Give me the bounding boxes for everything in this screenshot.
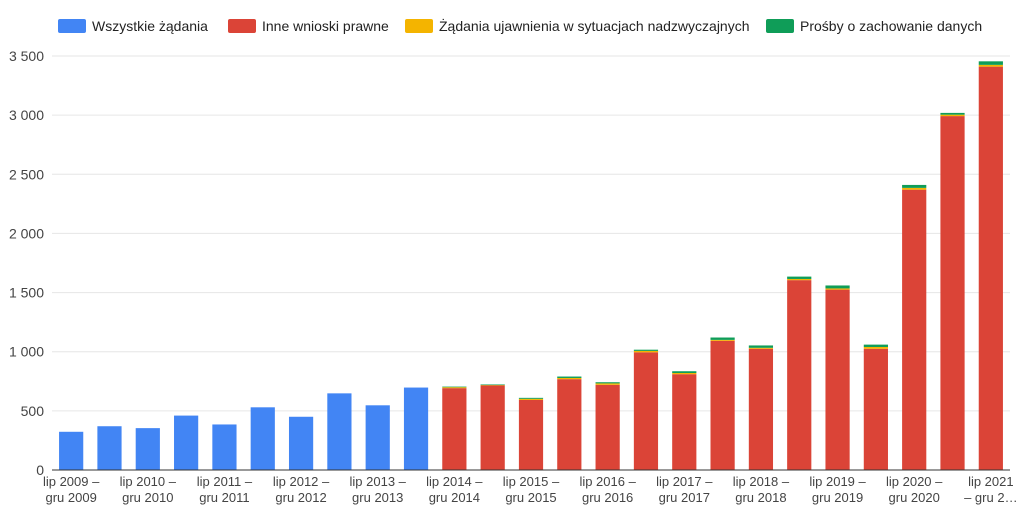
legend-item-other-legal[interactable]: Inne wnioski prawne	[228, 18, 389, 34]
bar-segment-4-18[interactable]	[748, 345, 774, 348]
legend-swatch-preservation	[766, 19, 794, 33]
bar-segment-2-22[interactable]	[902, 189, 927, 470]
bar-segment-2-17[interactable]	[710, 340, 735, 470]
y-tick-label: 2 500	[9, 166, 44, 182]
bar-segment-2-16[interactable]	[672, 374, 697, 470]
bar-segment-1-6[interactable]	[288, 416, 314, 470]
bar-segment-3-18[interactable]	[748, 347, 774, 349]
bar-segment-1-0[interactable]	[59, 431, 84, 470]
legend-label-preservation: Prośby o zachowanie danych	[800, 18, 983, 34]
x-tick-label: lip 2014 – gru 2014	[426, 474, 483, 505]
bar-segment-2-10[interactable]	[442, 388, 467, 470]
bar-segment-4-24[interactable]	[978, 61, 1003, 65]
bar-segment-3-10[interactable]	[442, 387, 467, 389]
legend-swatch-all-requests	[58, 19, 86, 33]
y-tick-label: 1 500	[9, 285, 44, 301]
bar-segment-4-11[interactable]	[480, 384, 505, 386]
x-axis-ticks: lip 2009 – gru 2009 lip 2010 – gru 2010 lip …	[43, 474, 1018, 505]
bar-segment-3-13[interactable]	[557, 377, 582, 380]
bar-segment-4-13[interactable]	[557, 376, 582, 378]
bars	[59, 61, 1003, 471]
bar-segment-4-12[interactable]	[518, 397, 544, 399]
x-tick-label: lip 2009 – gru 2009	[43, 474, 100, 505]
legend-label-emergency: Żądania ujawnienia w sytuacjach nadzwycz…	[439, 18, 750, 34]
bar-segment-1-4[interactable]	[212, 424, 237, 470]
legend-swatch-emergency	[405, 19, 433, 33]
bar-segment-4-10[interactable]	[442, 386, 467, 388]
legend-swatch-other-legal	[228, 19, 256, 33]
bar-segment-2-24[interactable]	[978, 66, 1003, 471]
bar-segment-3-11[interactable]	[480, 384, 505, 386]
y-axis-ticks: 0 500 1 000 1 500 2 000 2 500 3 000 3 500	[9, 48, 44, 478]
bar-segment-1-5[interactable]	[250, 407, 275, 470]
x-tick-label: lip 2020 – gru 2020	[886, 474, 943, 505]
bar-segment-2-14[interactable]	[595, 384, 620, 470]
bar-segment-4-23[interactable]	[940, 112, 965, 115]
bar-segment-3-20[interactable]	[825, 288, 850, 290]
bar-segment-2-19[interactable]	[787, 280, 812, 470]
bar-segment-2-11[interactable]	[480, 385, 505, 470]
legend-item-all-requests[interactable]: Wszystkie żądania	[58, 18, 208, 34]
bar-segment-4-14[interactable]	[595, 382, 620, 384]
bar-segment-3-15[interactable]	[633, 350, 659, 353]
bar-segment-4-21[interactable]	[863, 344, 888, 347]
bar-segment-2-21[interactable]	[863, 348, 888, 470]
y-tick-label: 3 000	[9, 107, 44, 123]
x-tick-label: lip 2017 – gru 2017	[656, 474, 713, 505]
bar-segment-1-3[interactable]	[174, 415, 199, 470]
bar-segment-3-12[interactable]	[518, 398, 544, 400]
bar-segment-1-2[interactable]	[135, 428, 160, 470]
bar-segment-1-7[interactable]	[327, 393, 352, 470]
x-tick-label: lip 2012 – gru 2012	[273, 474, 330, 505]
y-tick-label: 2 000	[9, 225, 44, 241]
x-tick-label: lip 2013 – gru 2013	[350, 474, 407, 505]
x-tick-label: lip 2015 – gru 2015	[503, 474, 560, 505]
bar-segment-3-19[interactable]	[787, 278, 812, 281]
bar-segment-4-22[interactable]	[902, 184, 927, 188]
bar-segment-3-21[interactable]	[863, 346, 888, 349]
legend-item-emergency[interactable]: Żądania ujawnienia w sytuacjach nadzwycz…	[405, 18, 750, 34]
bar-segment-4-19[interactable]	[787, 276, 812, 279]
x-tick-label: lip 2010 – gru 2010	[120, 474, 177, 505]
y-tick-label: 0	[36, 462, 44, 478]
bar-segment-3-16[interactable]	[672, 373, 697, 375]
legend-item-preservation[interactable]: Prośby o zachowanie danych	[766, 18, 982, 34]
y-tick-label: 3 500	[9, 48, 44, 64]
x-tick-label: lip 2016 – gru 2016	[579, 474, 636, 505]
x-tick-label: lip 2019 – gru 2019	[809, 474, 866, 505]
x-tick-label: lip 2018 – gru 2018	[733, 474, 790, 505]
bar-segment-1-8[interactable]	[365, 405, 390, 470]
legend-label-other-legal: Inne wnioski prawne	[262, 18, 389, 34]
bar-segment-2-15[interactable]	[633, 352, 659, 470]
bar-segment-3-24[interactable]	[978, 64, 1003, 67]
bar-segment-2-23[interactable]	[940, 116, 965, 470]
bar-segment-3-23[interactable]	[940, 114, 965, 117]
y-tick-label: 1 000	[9, 344, 44, 360]
bar-segment-1-1[interactable]	[97, 426, 122, 470]
bar-segment-2-20[interactable]	[825, 289, 850, 470]
bar-segment-4-15[interactable]	[633, 349, 659, 351]
bar-segment-3-14[interactable]	[595, 383, 620, 385]
bar-segment-4-20[interactable]	[825, 285, 850, 289]
bar-segment-2-13[interactable]	[557, 379, 582, 470]
y-tick-label: 500	[21, 403, 45, 419]
bar-segment-1-9[interactable]	[403, 387, 429, 470]
x-tick-label: lip 2021– gru 2…	[964, 474, 1017, 505]
bar-segment-2-18[interactable]	[748, 348, 774, 470]
bar-segment-4-16[interactable]	[672, 371, 697, 373]
x-tick-label: lip 2011 – gru 2011	[197, 474, 253, 505]
bar-segment-4-17[interactable]	[710, 337, 735, 340]
bar-segment-3-17[interactable]	[710, 339, 735, 341]
legend-label-all-requests: Wszystkie żądania	[92, 18, 208, 34]
bar-segment-3-22[interactable]	[902, 187, 927, 190]
bar-segment-2-12[interactable]	[518, 399, 544, 470]
